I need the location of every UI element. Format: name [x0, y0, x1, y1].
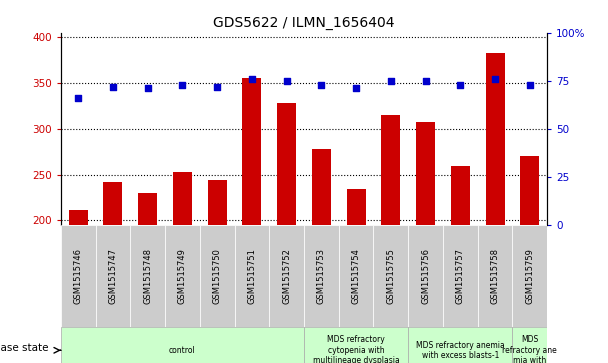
- Text: MDS refractory
cytopenia with
multilineage dysplasia: MDS refractory cytopenia with multilinea…: [313, 335, 399, 363]
- Bar: [277, 103, 296, 363]
- Bar: [520, 156, 539, 363]
- Bar: [486, 53, 505, 363]
- Point: [282, 78, 291, 84]
- Text: MDS
refractory ane
mia with: MDS refractory ane mia with: [502, 335, 557, 363]
- Text: GSM1515755: GSM1515755: [386, 248, 395, 304]
- Bar: [339, 225, 373, 327]
- Point: [490, 76, 500, 82]
- Point: [178, 82, 187, 87]
- Point: [455, 82, 465, 87]
- Bar: [451, 166, 470, 363]
- Bar: [95, 225, 130, 327]
- Text: GSM1515747: GSM1515747: [108, 248, 117, 304]
- Text: control: control: [169, 346, 196, 355]
- Text: GSM1515750: GSM1515750: [213, 248, 222, 304]
- Bar: [513, 225, 547, 327]
- Text: GSM1515759: GSM1515759: [525, 248, 534, 304]
- Text: GSM1515748: GSM1515748: [143, 248, 152, 304]
- Bar: [165, 225, 200, 327]
- Bar: [408, 327, 513, 363]
- Text: GSM1515757: GSM1515757: [456, 248, 465, 304]
- Bar: [207, 180, 227, 363]
- Point: [212, 83, 222, 89]
- Point: [247, 76, 257, 82]
- Bar: [235, 225, 269, 327]
- Bar: [103, 182, 122, 363]
- Text: GSM1515752: GSM1515752: [282, 248, 291, 304]
- Bar: [373, 225, 408, 327]
- Bar: [408, 225, 443, 327]
- Text: GSM1515751: GSM1515751: [247, 248, 257, 304]
- Point: [74, 95, 83, 101]
- Point: [143, 86, 153, 91]
- Bar: [347, 189, 365, 363]
- Text: GSM1515746: GSM1515746: [74, 248, 83, 304]
- Point: [386, 78, 396, 84]
- Bar: [312, 149, 331, 363]
- Text: GSM1515758: GSM1515758: [491, 248, 500, 304]
- Bar: [443, 225, 478, 327]
- Text: GSM1515753: GSM1515753: [317, 248, 326, 304]
- Bar: [304, 327, 408, 363]
- Point: [525, 82, 534, 87]
- Bar: [61, 327, 304, 363]
- Bar: [138, 193, 157, 363]
- Text: disease state: disease state: [0, 343, 49, 354]
- Text: GSM1515754: GSM1515754: [351, 248, 361, 304]
- Bar: [416, 122, 435, 363]
- Text: GSM1515749: GSM1515749: [178, 248, 187, 304]
- Point: [108, 83, 118, 89]
- Bar: [130, 225, 165, 327]
- Bar: [200, 225, 235, 327]
- Bar: [478, 225, 513, 327]
- Point: [351, 86, 361, 91]
- Text: GSM1515756: GSM1515756: [421, 248, 430, 304]
- Bar: [69, 211, 88, 363]
- Point: [421, 78, 430, 84]
- Bar: [513, 327, 547, 363]
- Text: MDS refractory anemia
with excess blasts-1: MDS refractory anemia with excess blasts…: [416, 340, 505, 360]
- Title: GDS5622 / ILMN_1656404: GDS5622 / ILMN_1656404: [213, 16, 395, 30]
- Bar: [173, 172, 192, 363]
- Point: [317, 82, 326, 87]
- Bar: [304, 225, 339, 327]
- Bar: [269, 225, 304, 327]
- Bar: [61, 225, 95, 327]
- Bar: [381, 115, 401, 363]
- Bar: [243, 78, 261, 363]
